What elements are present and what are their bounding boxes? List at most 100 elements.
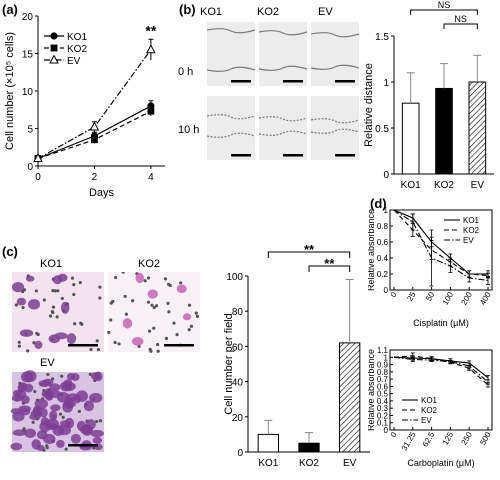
image-label-ko1: KO1 (40, 258, 63, 270)
column-label-ev: EV (318, 6, 333, 18)
scratch-edge-top (258, 30, 308, 36)
stained-cell (12, 429, 27, 437)
y-tick-label: 0.7 (377, 375, 389, 384)
membrane-pore (194, 311, 198, 315)
series-line-ev (393, 209, 489, 281)
stained-cell (70, 373, 80, 382)
stained-cell (11, 282, 25, 293)
legend-label-ko1: KO1 (421, 396, 438, 405)
series-line-ko2 (393, 209, 489, 277)
membrane-pore (179, 281, 183, 285)
membrane-pore (60, 374, 64, 378)
stained-cell (90, 429, 104, 438)
stained-cell (62, 401, 76, 408)
x-axis-label: Carboplatin (μM) (407, 458, 474, 468)
stained-cell (19, 329, 34, 337)
y-tick-label: 0.2 (377, 270, 389, 279)
scale-bar (283, 154, 303, 157)
bar-ko1 (401, 102, 420, 175)
legend-label-ko2: KO2 (67, 44, 87, 55)
y-axis-label: Cell number (×10⁵ cells) (4, 32, 16, 150)
bar-ev (468, 81, 487, 175)
significance-bracket (443, 23, 478, 29)
scale-bar (164, 344, 194, 347)
membrane-pore (46, 372, 50, 377)
x-tick-label: 500 (478, 430, 493, 447)
x-tick-label: KO1 (258, 458, 278, 469)
scratch-edge-top (310, 32, 359, 38)
membrane-pore (123, 294, 127, 298)
stained-cell (39, 407, 48, 418)
membrane-pore (167, 310, 171, 314)
panel-d-cisplatin-chart: 0 0.2 0.4 0.6 0.8 1 0 25 50 100 200 400 Cisplatin (μ… (368, 206, 493, 328)
x-tick-label: 100 (441, 290, 456, 307)
membrane-pore (189, 324, 193, 328)
y-tick-label: 0.4 (377, 254, 389, 263)
scratch-edge-bottom (258, 130, 308, 136)
membrane-pore (33, 389, 37, 394)
y-tick-label: 0 (384, 426, 389, 435)
stained-cell (50, 404, 61, 412)
membrane-pore (143, 279, 147, 283)
y-tick-label: 0.3 (377, 404, 389, 413)
legend-label-ev: EV (463, 236, 474, 245)
stained-cell (92, 436, 103, 444)
x-tick-label: 2 (92, 172, 98, 183)
panel-c-chart: 0 20 40 60 80 100 KO1 KO2 EV Cell number per fiel… (223, 242, 370, 469)
legend-label-ko1: KO1 (463, 216, 480, 225)
stained-cell (70, 433, 81, 444)
scratch-image (311, 22, 359, 86)
membrane-pore (89, 347, 93, 352)
panel-c-letter: (c) (2, 244, 18, 259)
row-label-10h: 10 h (178, 124, 200, 136)
membrane-pore (61, 415, 65, 419)
membrane-pore (131, 299, 135, 303)
stained-cell (28, 299, 41, 310)
membrane-pore (156, 349, 160, 353)
membrane-pore (60, 296, 64, 301)
panel-b-images: KO1 KO2 EV (200, 6, 360, 166)
y-tick-label: 15 (22, 50, 34, 61)
membrane-pore (168, 283, 172, 288)
x-tick-label: 0 (389, 430, 399, 439)
x-tick-label: 0 (35, 172, 41, 183)
x-tick-label: 62.5 (421, 430, 437, 448)
stained-cell (89, 392, 103, 403)
row-label-0h: 0 h (178, 66, 194, 78)
stained-cell (57, 424, 72, 436)
stained-cell (131, 337, 144, 346)
membrane-pore (113, 340, 117, 345)
panel-b-letter: (b) (179, 2, 196, 17)
stained-cell (43, 433, 56, 445)
column-label-ko2: KO2 (257, 6, 280, 18)
x-tick-label: 125 (441, 430, 456, 447)
membrane-pore (17, 344, 21, 348)
column-label-ko1: KO1 (200, 6, 223, 18)
significance-bracket (267, 251, 351, 258)
bar-ko1 (257, 433, 280, 453)
membrane-pore (78, 280, 82, 285)
significance-bracket (308, 265, 351, 272)
stained-cell (122, 318, 133, 329)
x-tick-label: 31.25 (400, 430, 418, 452)
scratch-edge-top (207, 28, 256, 34)
y-tick-label: 0.5 (377, 390, 389, 399)
y-tick-label: 0 (383, 170, 389, 181)
stained-cell (32, 407, 42, 415)
membrane-pore (152, 305, 156, 310)
invasion-image (108, 272, 200, 352)
x-tick-label: 400 (478, 290, 493, 307)
bar-ko2 (435, 87, 453, 175)
series-line-ko2 (393, 355, 489, 386)
membrane-pore (147, 329, 152, 333)
panel-d-letter: (d) (370, 196, 387, 211)
membrane-pore (146, 300, 151, 304)
scale-bar (335, 80, 355, 83)
membrane-pore (35, 331, 39, 335)
x-tick-label: EV (471, 180, 485, 191)
membrane-pore (22, 427, 26, 431)
y-tick-label: 0.4 (377, 397, 389, 406)
significance-label: ** (304, 242, 315, 257)
series-line-ko1 (393, 209, 488, 275)
y-tick-label: 0.8 (377, 222, 389, 231)
